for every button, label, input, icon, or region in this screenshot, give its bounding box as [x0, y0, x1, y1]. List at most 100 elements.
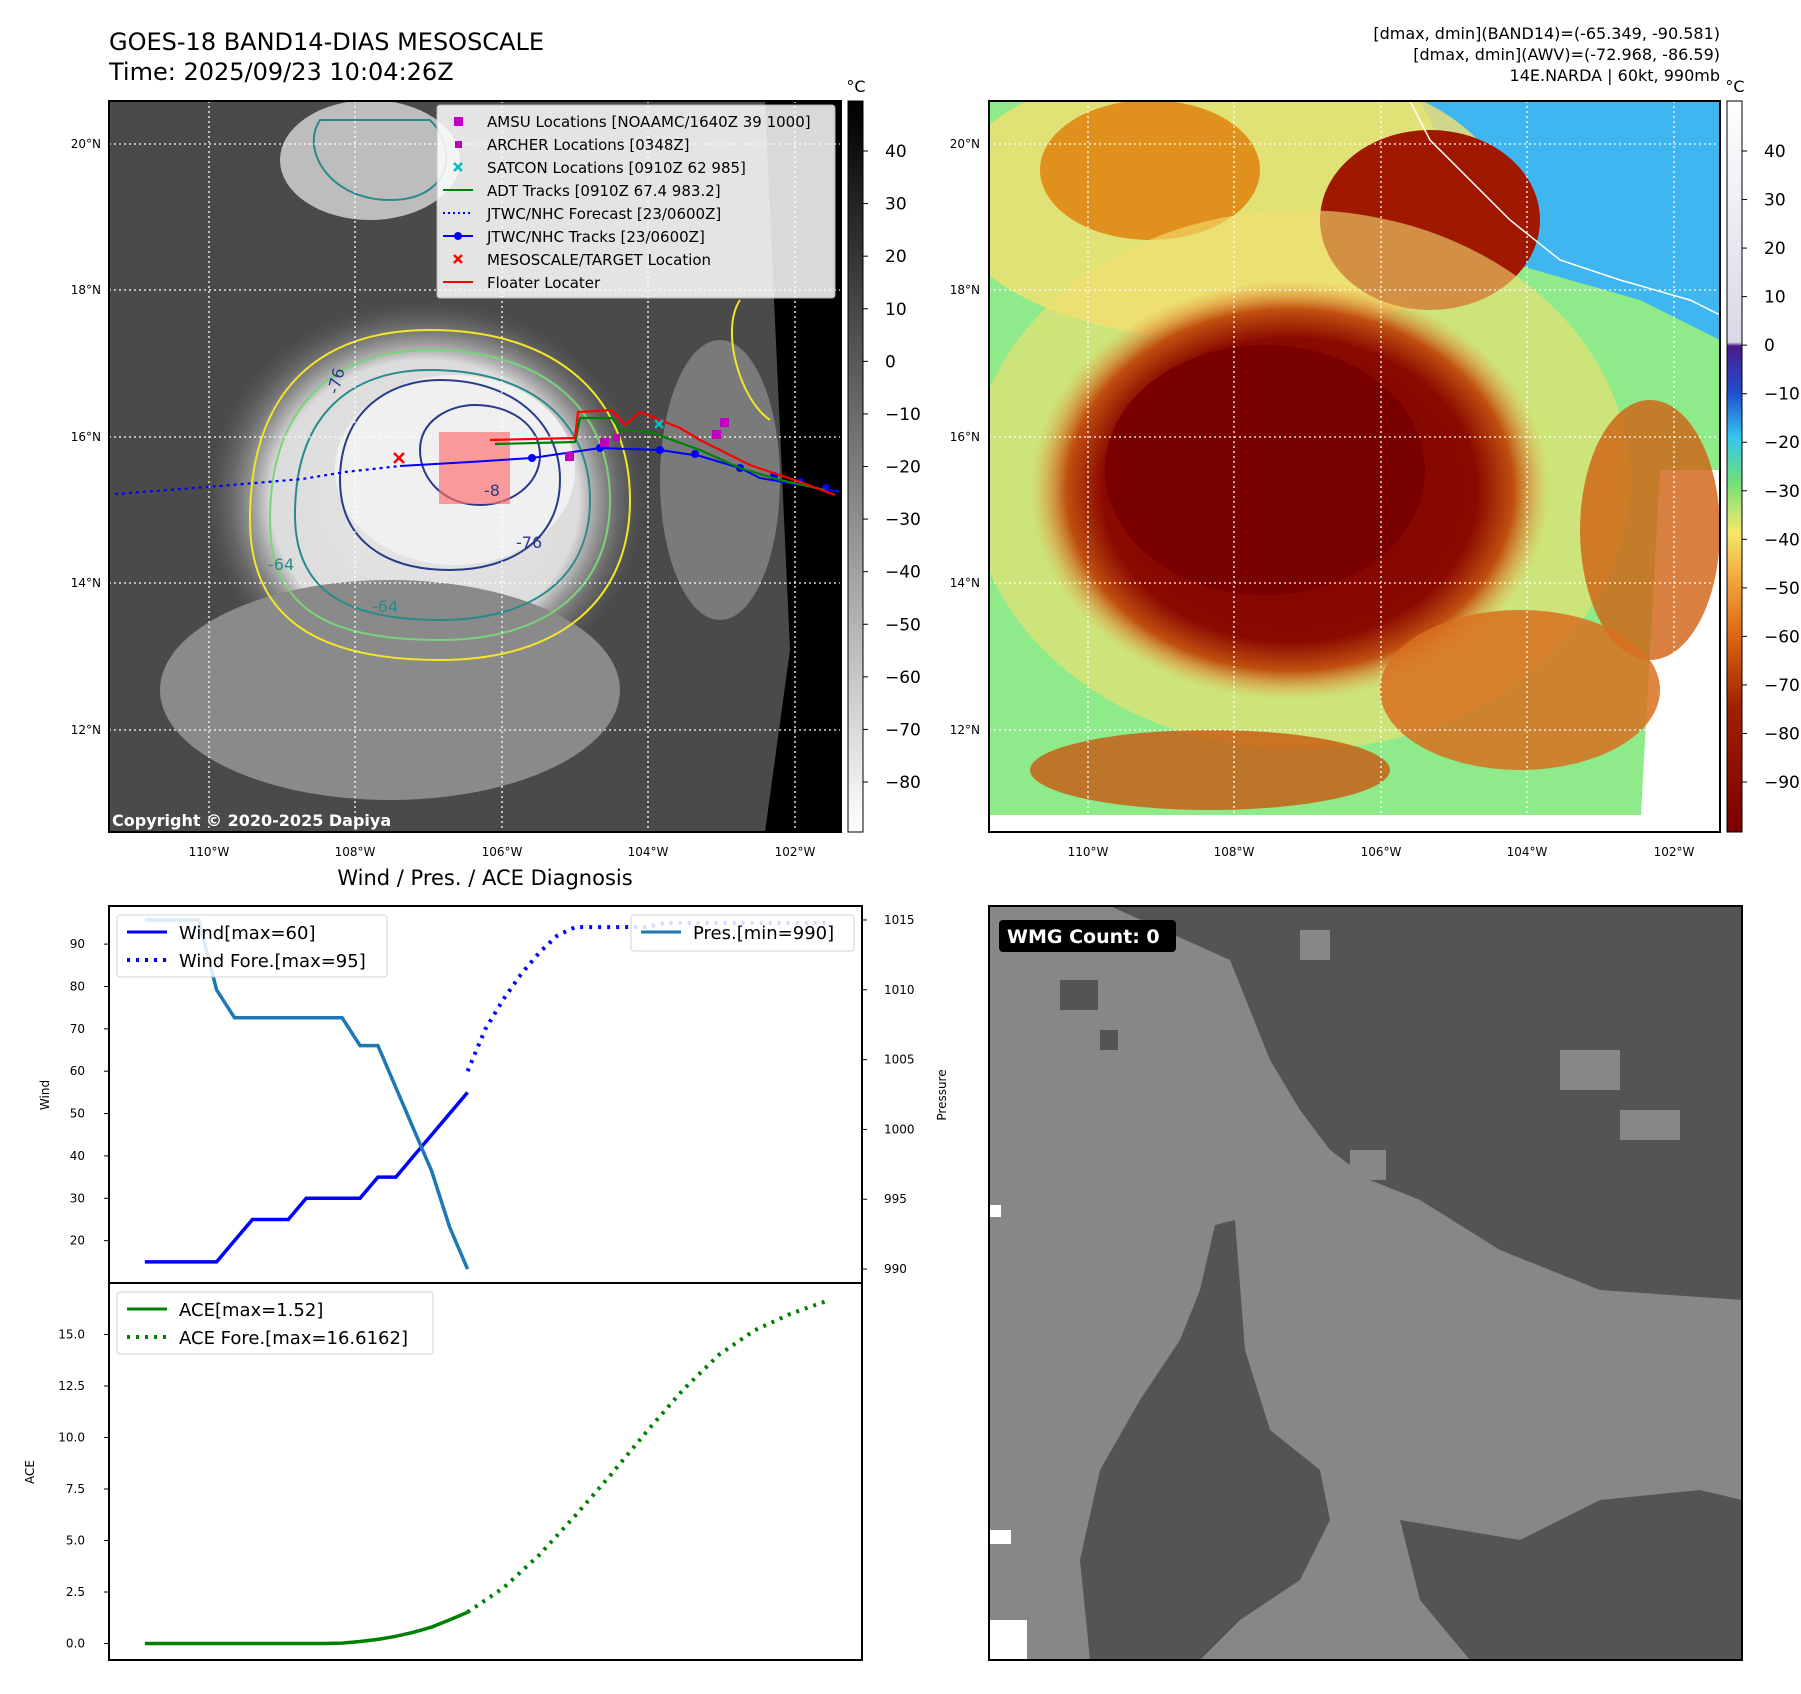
copyright: Copyright © 2020-2025 Dapiya	[112, 811, 391, 830]
wind-tick-label: 60	[70, 1064, 85, 1078]
title-line2: Time: 2025/09/23 10:04:26Z	[108, 58, 454, 86]
colorbar-tick-label: −40	[1764, 530, 1800, 550]
ace-line	[144, 1610, 469, 1646]
colorbar-tick-label: 10	[885, 300, 907, 320]
lat-tick: 20°N	[71, 137, 101, 151]
colorbar-tick-label: −20	[885, 458, 921, 478]
lon-tick: 102°W	[1654, 845, 1695, 859]
lat-tick: 16°N	[950, 430, 980, 444]
lon-tick: 102°W	[775, 845, 816, 859]
wind-tick-label: 90	[70, 937, 85, 951]
legend-label: Floater Locater	[487, 274, 601, 292]
lat-tick: 20°N	[950, 137, 980, 151]
title-line1: GOES-18 BAND14-DIAS MESOSCALE	[109, 28, 544, 56]
legend-label: JTWC/NHC Forecast [23/0600Z]	[486, 205, 721, 223]
colorbar-tick-label: −90	[1764, 773, 1800, 793]
diagnosis-title: Wind / Pres. / ACE Diagnosis	[337, 866, 632, 890]
band14-map: -76 -64 -64 -76 -8 AMSU Locations [NOAAM…	[71, 77, 921, 859]
ace-tick-label: 5.0	[66, 1534, 85, 1548]
colorbar-tick-label: −80	[1764, 724, 1800, 744]
lon-tick: 104°W	[1507, 845, 1548, 859]
wind-ylabel: Wind	[38, 1080, 52, 1110]
info-line2: [dmax, dmin](AWV)=(-72.968, -86.59)	[1413, 45, 1720, 64]
colorbar-tick-label: 40	[885, 142, 907, 162]
pressure-tick-label: 1005	[884, 1053, 915, 1067]
lon-tick: 110°W	[1068, 845, 1109, 859]
legend-label: ARCHER Locations [0348Z]	[487, 136, 690, 154]
legend-label: ACE Fore.[max=16.6162]	[179, 1328, 408, 1349]
pressure-tick-label: 1010	[884, 983, 915, 997]
legend-label: Pres.[min=990]	[693, 923, 834, 944]
lon-tick: 106°W	[482, 845, 523, 859]
ace-tick-label: 2.5	[66, 1585, 85, 1599]
colorbar-tick-label: −10	[1764, 385, 1800, 405]
ace-legend: ACE[max=1.52] ACE Fore.[max=16.6162]	[116, 1291, 434, 1355]
ace-ylabel: ACE	[23, 1460, 37, 1484]
lon-tick: 108°W	[1214, 845, 1255, 859]
lon-tick: 106°W	[1361, 845, 1402, 859]
ace-tick-label: 12.5	[58, 1379, 85, 1393]
colorbar-tick-label: 30	[885, 195, 907, 215]
colorbar-tick-label: 30	[1764, 191, 1786, 211]
pressure-legend: Pres.[min=990]	[630, 914, 855, 952]
wind-pressure-chart: Wind / Pres. / ACE Diagnosis Wind Pressu…	[38, 866, 949, 1284]
colorbar-unit: °C	[846, 77, 865, 96]
lon-tick: 110°W	[189, 845, 230, 859]
legend-label: Wind Fore.[max=95]	[179, 951, 366, 972]
colorbar-tick-label: −30	[1764, 482, 1800, 502]
awv-map: 20°N 18°N 16°N 14°N 12°N 110°W 108°W 106…	[950, 77, 1800, 859]
colorbar-tick-label: −10	[885, 405, 921, 425]
lat-tick: 12°N	[71, 723, 101, 737]
legend-marker	[453, 162, 463, 172]
colorbar-tick-label: −50	[885, 615, 921, 635]
legend-label: SATCON Locations [0910Z 62 985]	[487, 159, 746, 177]
colorbar-tick-label: −20	[1764, 433, 1800, 453]
wind-legend: Wind[max=60] Wind Fore.[max=95]	[116, 914, 388, 978]
colorbar-tick-label: 10	[1764, 288, 1786, 308]
colorbar-tick-label: −50	[1764, 579, 1800, 599]
colorbar-awv: °C 40 30 20 10 0 −10 −20 −30 −40 −50 −60 −70 −80 −90	[1725, 77, 1800, 833]
wind-tick-label: 80	[70, 979, 85, 993]
wmg-count-badge: WMG Count: 0	[1007, 926, 1160, 948]
lon-tick: 108°W	[335, 845, 376, 859]
colorbar-tick-label: −60	[885, 668, 921, 688]
legend-label: MESOSCALE/TARGET Location	[487, 251, 711, 269]
legend-label: ACE[max=1.52]	[179, 1300, 323, 1321]
colorbar-tick-label: 0	[885, 352, 896, 372]
ace-tick-label: 0.0	[66, 1637, 85, 1651]
legend-label: ADT Tracks [0910Z 67.4 983.2]	[487, 182, 721, 200]
colorbar-tick-label: −40	[885, 563, 921, 583]
legend-label: AMSU Locations [NOAAMC/1640Z 39 1000]	[487, 113, 811, 131]
colorbar-band14: °C 40 30 20 10 0 −10 −20 −30 −40 −50 −60 −70 −80	[846, 77, 921, 833]
pressure-tick-label: 995	[884, 1192, 907, 1206]
wind-tick-label: 20	[70, 1234, 85, 1248]
wmg-panel: WMG Count: 0	[988, 905, 1743, 1661]
ace-tick-label: 7.5	[66, 1482, 85, 1496]
lat-tick: 12°N	[950, 723, 980, 737]
contour-label: -64	[268, 555, 294, 574]
wind-tick-label: 30	[70, 1191, 85, 1205]
colorbar-tick-label: −70	[1764, 676, 1800, 696]
info-line1: [dmax, dmin](BAND14)=(-65.349, -90.581)	[1373, 24, 1720, 43]
contour-label: -76	[516, 533, 542, 552]
colorbar-tick-label: 40	[1764, 142, 1786, 162]
colorbar-tick-label: −60	[1764, 627, 1800, 647]
wind-tick-label: 40	[70, 1149, 85, 1163]
lat-tick: 14°N	[950, 576, 980, 590]
colorbar-unit: °C	[1725, 77, 1744, 96]
legend-label: Wind[max=60]	[179, 923, 316, 944]
pressure-ylabel: Pressure	[935, 1069, 949, 1120]
contour-label: -64	[372, 597, 398, 616]
legend-marker	[453, 254, 463, 264]
wind-line	[144, 1091, 469, 1264]
ace-tick-label: 10.0	[58, 1431, 85, 1445]
colorbar-tick-label: −80	[885, 773, 921, 793]
ace-chart: ACE 15.0 12.5 10.0 7.5 5.0 2.5 0.0 ACE[max=1.5…	[23, 1282, 863, 1661]
legend-marker	[454, 117, 463, 126]
legend-marker	[454, 232, 462, 240]
lat-tick: 16°N	[71, 430, 101, 444]
contour-label: -8	[484, 481, 500, 500]
legend-label: JTWC/NHC Tracks [23/0600Z]	[486, 228, 705, 246]
colorbar-tick-label: 20	[885, 247, 907, 267]
lat-tick: 18°N	[71, 283, 101, 297]
